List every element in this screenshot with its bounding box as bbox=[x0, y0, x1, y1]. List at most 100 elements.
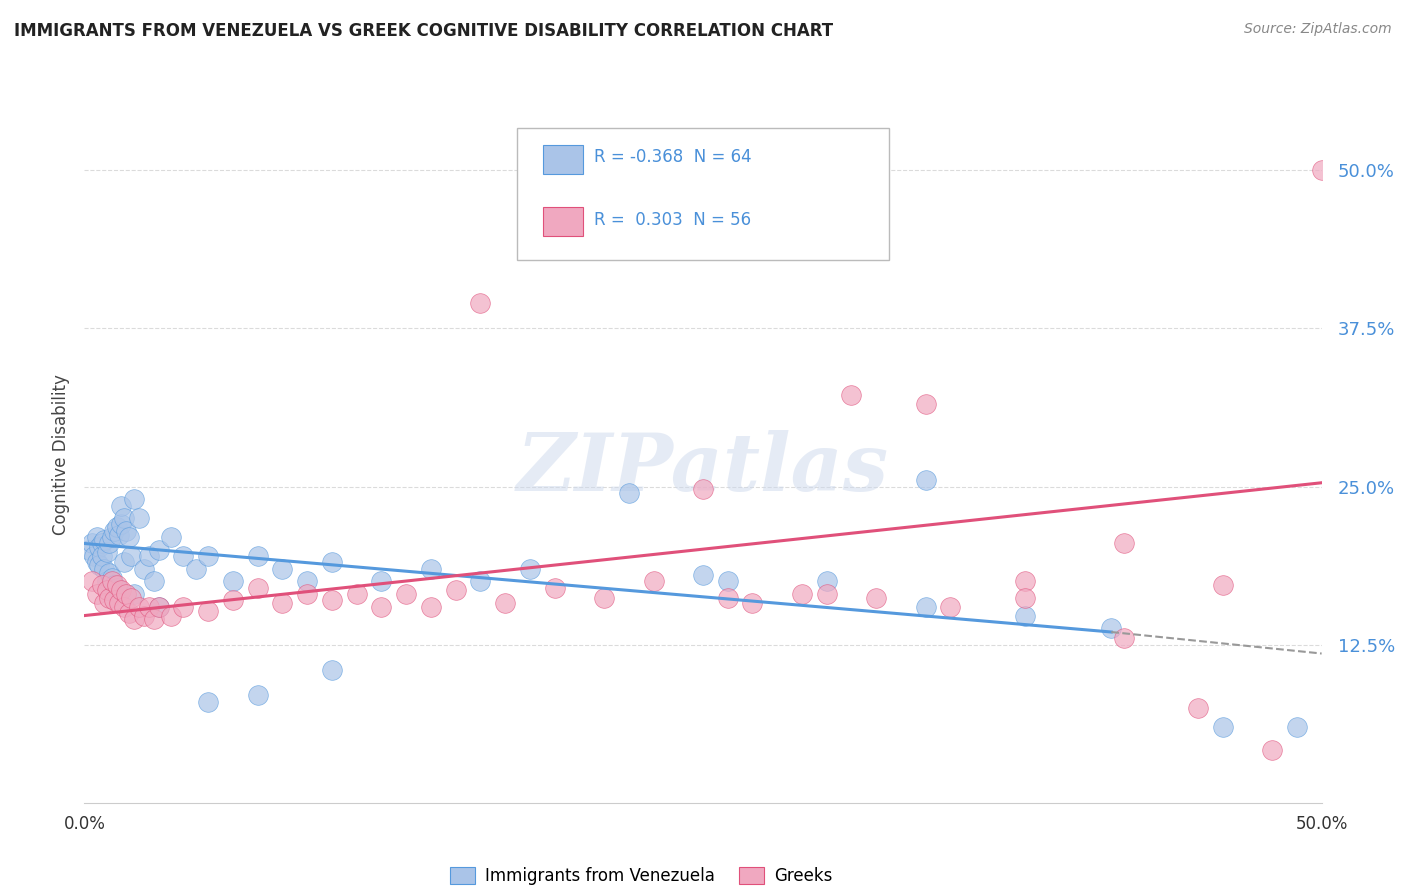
Point bbox=[118, 530, 141, 544]
Point bbox=[112, 511, 135, 525]
Point bbox=[93, 533, 115, 547]
Point bbox=[197, 549, 219, 563]
FancyBboxPatch shape bbox=[543, 207, 583, 236]
Point bbox=[1112, 632, 1135, 646]
Point bbox=[865, 591, 887, 605]
Point bbox=[172, 549, 194, 563]
Point bbox=[128, 599, 150, 614]
Text: ZIPatlas: ZIPatlas bbox=[517, 430, 889, 508]
Point bbox=[419, 562, 441, 576]
Point bbox=[815, 574, 838, 589]
Point bbox=[494, 596, 516, 610]
Point bbox=[692, 482, 714, 496]
Point bbox=[1014, 608, 1036, 623]
Point bbox=[108, 596, 131, 610]
Point bbox=[120, 591, 142, 605]
Point bbox=[100, 574, 122, 589]
Point bbox=[118, 606, 141, 620]
Point bbox=[93, 596, 115, 610]
Point bbox=[246, 581, 269, 595]
Point bbox=[321, 556, 343, 570]
Point bbox=[89, 558, 111, 572]
Point bbox=[148, 599, 170, 614]
Point bbox=[197, 695, 219, 709]
Point bbox=[115, 524, 138, 538]
Point bbox=[160, 530, 183, 544]
Point bbox=[395, 587, 418, 601]
Point bbox=[132, 608, 155, 623]
Text: R = -0.368  N = 64: R = -0.368 N = 64 bbox=[595, 148, 752, 166]
Point bbox=[96, 545, 118, 559]
Point bbox=[717, 591, 740, 605]
Point bbox=[321, 593, 343, 607]
Point bbox=[543, 581, 565, 595]
Point bbox=[1014, 591, 1036, 605]
Point bbox=[815, 587, 838, 601]
Point bbox=[1212, 578, 1234, 592]
Point bbox=[110, 517, 132, 532]
Point bbox=[142, 612, 165, 626]
Point bbox=[741, 596, 763, 610]
Point bbox=[110, 583, 132, 598]
Point bbox=[90, 578, 112, 592]
Point bbox=[246, 688, 269, 702]
Point bbox=[160, 608, 183, 623]
Point bbox=[86, 556, 108, 570]
Point bbox=[112, 556, 135, 570]
Point bbox=[370, 599, 392, 614]
Point bbox=[1310, 163, 1333, 178]
Point bbox=[1261, 742, 1284, 756]
Text: Source: ZipAtlas.com: Source: ZipAtlas.com bbox=[1244, 22, 1392, 37]
Point bbox=[172, 599, 194, 614]
Point bbox=[103, 524, 125, 538]
Point bbox=[105, 581, 128, 595]
Point bbox=[110, 499, 132, 513]
Point bbox=[90, 536, 112, 550]
Point bbox=[79, 542, 101, 557]
Point bbox=[841, 388, 863, 402]
Point bbox=[96, 574, 118, 589]
Point bbox=[295, 587, 318, 601]
Point bbox=[1212, 720, 1234, 734]
Point bbox=[132, 562, 155, 576]
FancyBboxPatch shape bbox=[517, 128, 889, 260]
FancyBboxPatch shape bbox=[543, 145, 583, 174]
Point bbox=[86, 530, 108, 544]
Point bbox=[100, 571, 122, 585]
Point bbox=[939, 599, 962, 614]
Point bbox=[444, 583, 467, 598]
Point bbox=[86, 587, 108, 601]
Point bbox=[103, 578, 125, 592]
Point bbox=[321, 663, 343, 677]
Point bbox=[89, 541, 111, 555]
Point bbox=[122, 492, 145, 507]
Point bbox=[98, 591, 121, 605]
Point bbox=[617, 486, 640, 500]
Point bbox=[470, 574, 492, 589]
Point bbox=[197, 603, 219, 617]
Point bbox=[108, 583, 131, 598]
Point bbox=[370, 574, 392, 589]
Point bbox=[593, 591, 616, 605]
Point bbox=[108, 527, 131, 541]
Point bbox=[115, 587, 138, 601]
Point bbox=[96, 583, 118, 598]
Point bbox=[103, 593, 125, 607]
Point bbox=[419, 599, 441, 614]
Point bbox=[914, 473, 936, 487]
Point bbox=[222, 574, 245, 589]
Point bbox=[112, 599, 135, 614]
Point bbox=[128, 511, 150, 525]
Text: IMMIGRANTS FROM VENEZUELA VS GREEK COGNITIVE DISABILITY CORRELATION CHART: IMMIGRANTS FROM VENEZUELA VS GREEK COGNI… bbox=[14, 22, 834, 40]
Point bbox=[122, 612, 145, 626]
Point bbox=[790, 587, 813, 601]
Point bbox=[271, 562, 294, 576]
Point bbox=[120, 549, 142, 563]
Point bbox=[470, 296, 492, 310]
Point bbox=[138, 549, 160, 563]
Point bbox=[100, 530, 122, 544]
Point bbox=[90, 549, 112, 563]
Point bbox=[138, 599, 160, 614]
Point bbox=[914, 599, 936, 614]
Point bbox=[80, 536, 103, 550]
